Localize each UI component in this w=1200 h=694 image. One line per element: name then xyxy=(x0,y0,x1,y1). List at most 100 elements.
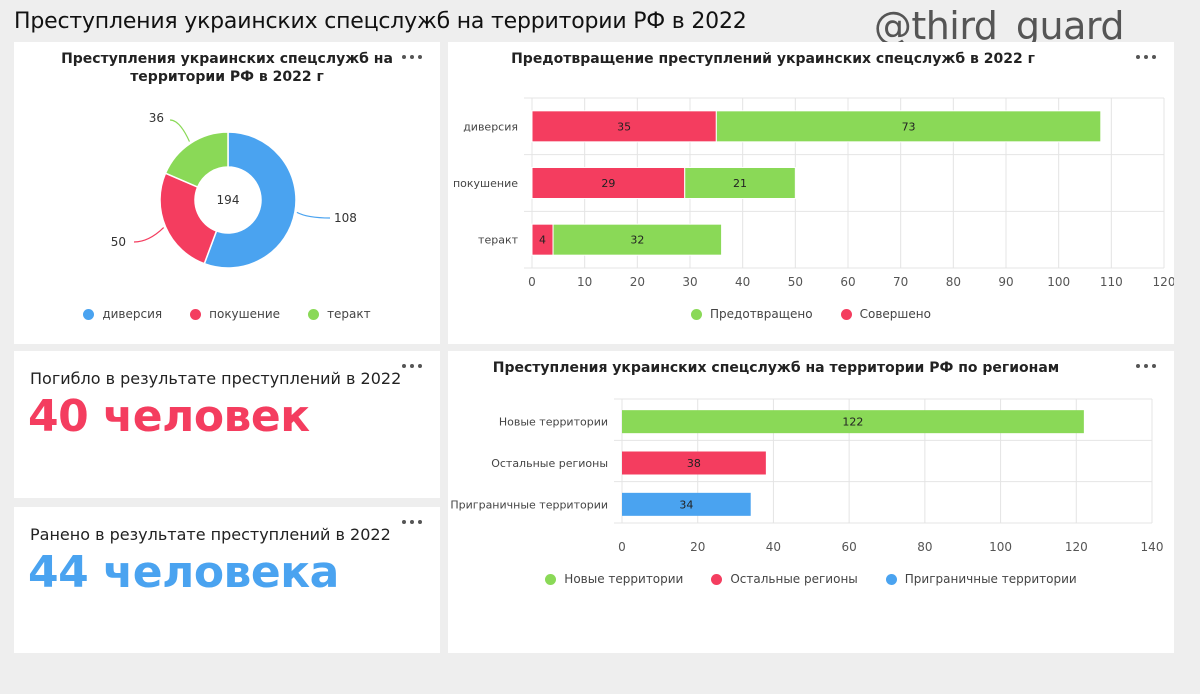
stacked-menu-button[interactable] xyxy=(1136,52,1156,62)
x-tick-label: 50 xyxy=(788,275,803,289)
y-tick-label: Новые территории xyxy=(499,416,608,429)
x-tick-label: 40 xyxy=(766,540,781,554)
regions-menu-button[interactable] xyxy=(1136,361,1156,371)
donut-total-label: 194 xyxy=(217,193,240,207)
legend-label: теракт xyxy=(327,307,371,321)
stacked-card: Предотвращение преступлений украинских с… xyxy=(448,42,1174,344)
legend-item-diversion[interactable]: диверсия xyxy=(83,307,162,321)
killed-menu-button[interactable] xyxy=(402,361,422,371)
x-tick-label: 100 xyxy=(989,540,1012,554)
regions-title: Преступления украинских спецслужб на тер… xyxy=(492,360,1060,376)
wounded-menu-button[interactable] xyxy=(402,517,422,527)
x-tick-label: 20 xyxy=(690,540,705,554)
donut-title: Преступления украинских спецслужб на тер… xyxy=(14,50,440,86)
regions-card: Преступления украинских спецслужб на тер… xyxy=(448,351,1174,653)
legend-dot xyxy=(711,573,723,585)
legend-item-terror[interactable]: теракт xyxy=(308,307,371,321)
donut-slice-2 xyxy=(164,131,229,188)
x-tick-label: 40 xyxy=(735,275,750,289)
bar-data-label: 38 xyxy=(687,457,701,470)
x-tick-label: 120 xyxy=(1065,540,1088,554)
legend-item-border-territories[interactable]: Приграничные территории xyxy=(885,572,1077,586)
regions-bar-chart: 0 20 40 60 80 100 120 140 Новые территории 122 Ост… xyxy=(450,398,1164,554)
bar-committed xyxy=(531,110,717,143)
wounded-label: Ранено в результате преступлений в 2022 xyxy=(30,525,391,544)
donut-leader-0 xyxy=(296,211,331,219)
legend-dot xyxy=(691,308,703,320)
y-tick-label: Приграничные территории xyxy=(450,498,608,511)
legend-dot xyxy=(308,308,320,320)
donut-slice-1 xyxy=(159,172,218,265)
donut-leader-2 xyxy=(169,119,191,142)
x-tick-label: 10 xyxy=(577,275,592,289)
wounded-card: Ранено в результате преступлений в 2022 … xyxy=(14,507,440,653)
x-tick-label: 100 xyxy=(1047,275,1070,289)
legend-item-new-territories[interactable]: Новые территории xyxy=(545,572,683,586)
legend-label: покушение xyxy=(209,307,281,321)
bar-prevented xyxy=(715,110,1102,143)
page-title: Преступления украинских спецслужб на тер… xyxy=(14,9,747,34)
legend-item-attempt[interactable]: покушение xyxy=(190,307,280,321)
legend-label: Совершено xyxy=(859,307,931,321)
legend-dot xyxy=(83,308,95,320)
legend-label: диверсия xyxy=(102,307,163,321)
bar-region xyxy=(622,410,1084,434)
regions-legend: Новые территории Остальные регионы Пригр… xyxy=(448,572,1174,586)
y-tick-label: теракт xyxy=(478,234,519,247)
donut-title-line1: Преступления украинских спецслужб на xyxy=(61,51,393,67)
legend-item-prevented[interactable]: Предотвращено xyxy=(691,307,813,321)
bar-region xyxy=(622,492,751,516)
legend-dot xyxy=(190,308,202,320)
x-tick-label: 80 xyxy=(946,275,961,289)
bar-data-label: 35 xyxy=(617,120,631,133)
stacked-bar-chart: 0 10 20 30 40 50 60 70 80 90 100 110 120 диверсия 35 73… xyxy=(453,97,1174,289)
legend-label: Новые территории xyxy=(564,572,684,586)
wounded-value: 44 человека xyxy=(28,547,339,598)
x-tick-label: 60 xyxy=(840,275,855,289)
bar-data-label: 34 xyxy=(679,498,693,511)
bar-committed xyxy=(531,167,686,199)
bar-data-label: 29 xyxy=(601,177,615,190)
legend-dot xyxy=(545,573,557,585)
bar-prevented xyxy=(552,223,723,256)
legend-item-committed[interactable]: Совершено xyxy=(840,307,931,321)
x-tick-label: 140 xyxy=(1141,540,1164,554)
x-tick-label: 110 xyxy=(1100,275,1123,289)
bar-data-label: 21 xyxy=(733,177,747,190)
legend-label: Предотвращено xyxy=(710,307,813,321)
donut-title-line2: территории РФ в 2022 г xyxy=(130,69,324,85)
donut-menu-button[interactable] xyxy=(402,52,422,62)
bar-prevented xyxy=(684,167,796,199)
donut-leader-1 xyxy=(133,227,165,243)
killed-card: Погибло в результате преступлений в 2022… xyxy=(14,351,440,498)
x-tick-label: 0 xyxy=(618,540,626,554)
y-tick-label: покушение xyxy=(453,177,518,190)
legend-label: Остальные регионы xyxy=(730,572,858,586)
donut-data-label-1: 50 xyxy=(111,235,126,249)
legend-item-other-regions[interactable]: Остальные регионы xyxy=(711,572,858,586)
killed-value: 40 человек xyxy=(28,391,310,442)
stacked-title: Предотвращение преступлений украинских с… xyxy=(511,51,1035,67)
donut-data-label-2: 36 xyxy=(149,111,164,125)
stacked-legend: Предотвращено Совершено xyxy=(448,307,1174,321)
x-tick-label: 0 xyxy=(528,275,536,289)
donut-slice-0 xyxy=(203,131,297,269)
x-tick-label: 90 xyxy=(998,275,1013,289)
donut-data-label-0: 108 xyxy=(334,211,357,225)
x-tick-label: 70 xyxy=(893,275,908,289)
bar-data-label: 32 xyxy=(630,234,644,247)
donut-card: Преступления украинских спецслужб на тер… xyxy=(14,42,440,344)
y-tick-label: Остальные регионы xyxy=(491,457,608,470)
bar-data-label: 4 xyxy=(539,234,546,247)
bar-data-label: 122 xyxy=(842,416,863,429)
bar-data-label: 73 xyxy=(902,120,916,133)
y-tick-label: диверсия xyxy=(463,120,518,133)
legend-label: Приграничные территории xyxy=(904,572,1077,586)
legend-dot xyxy=(885,573,897,585)
bar-region xyxy=(622,451,766,475)
killed-label: Погибло в результате преступлений в 2022 xyxy=(30,369,402,388)
donut-legend: диверсия покушение теракт xyxy=(14,307,440,321)
x-tick-label: 30 xyxy=(682,275,697,289)
x-tick-label: 20 xyxy=(630,275,645,289)
legend-dot xyxy=(840,308,852,320)
